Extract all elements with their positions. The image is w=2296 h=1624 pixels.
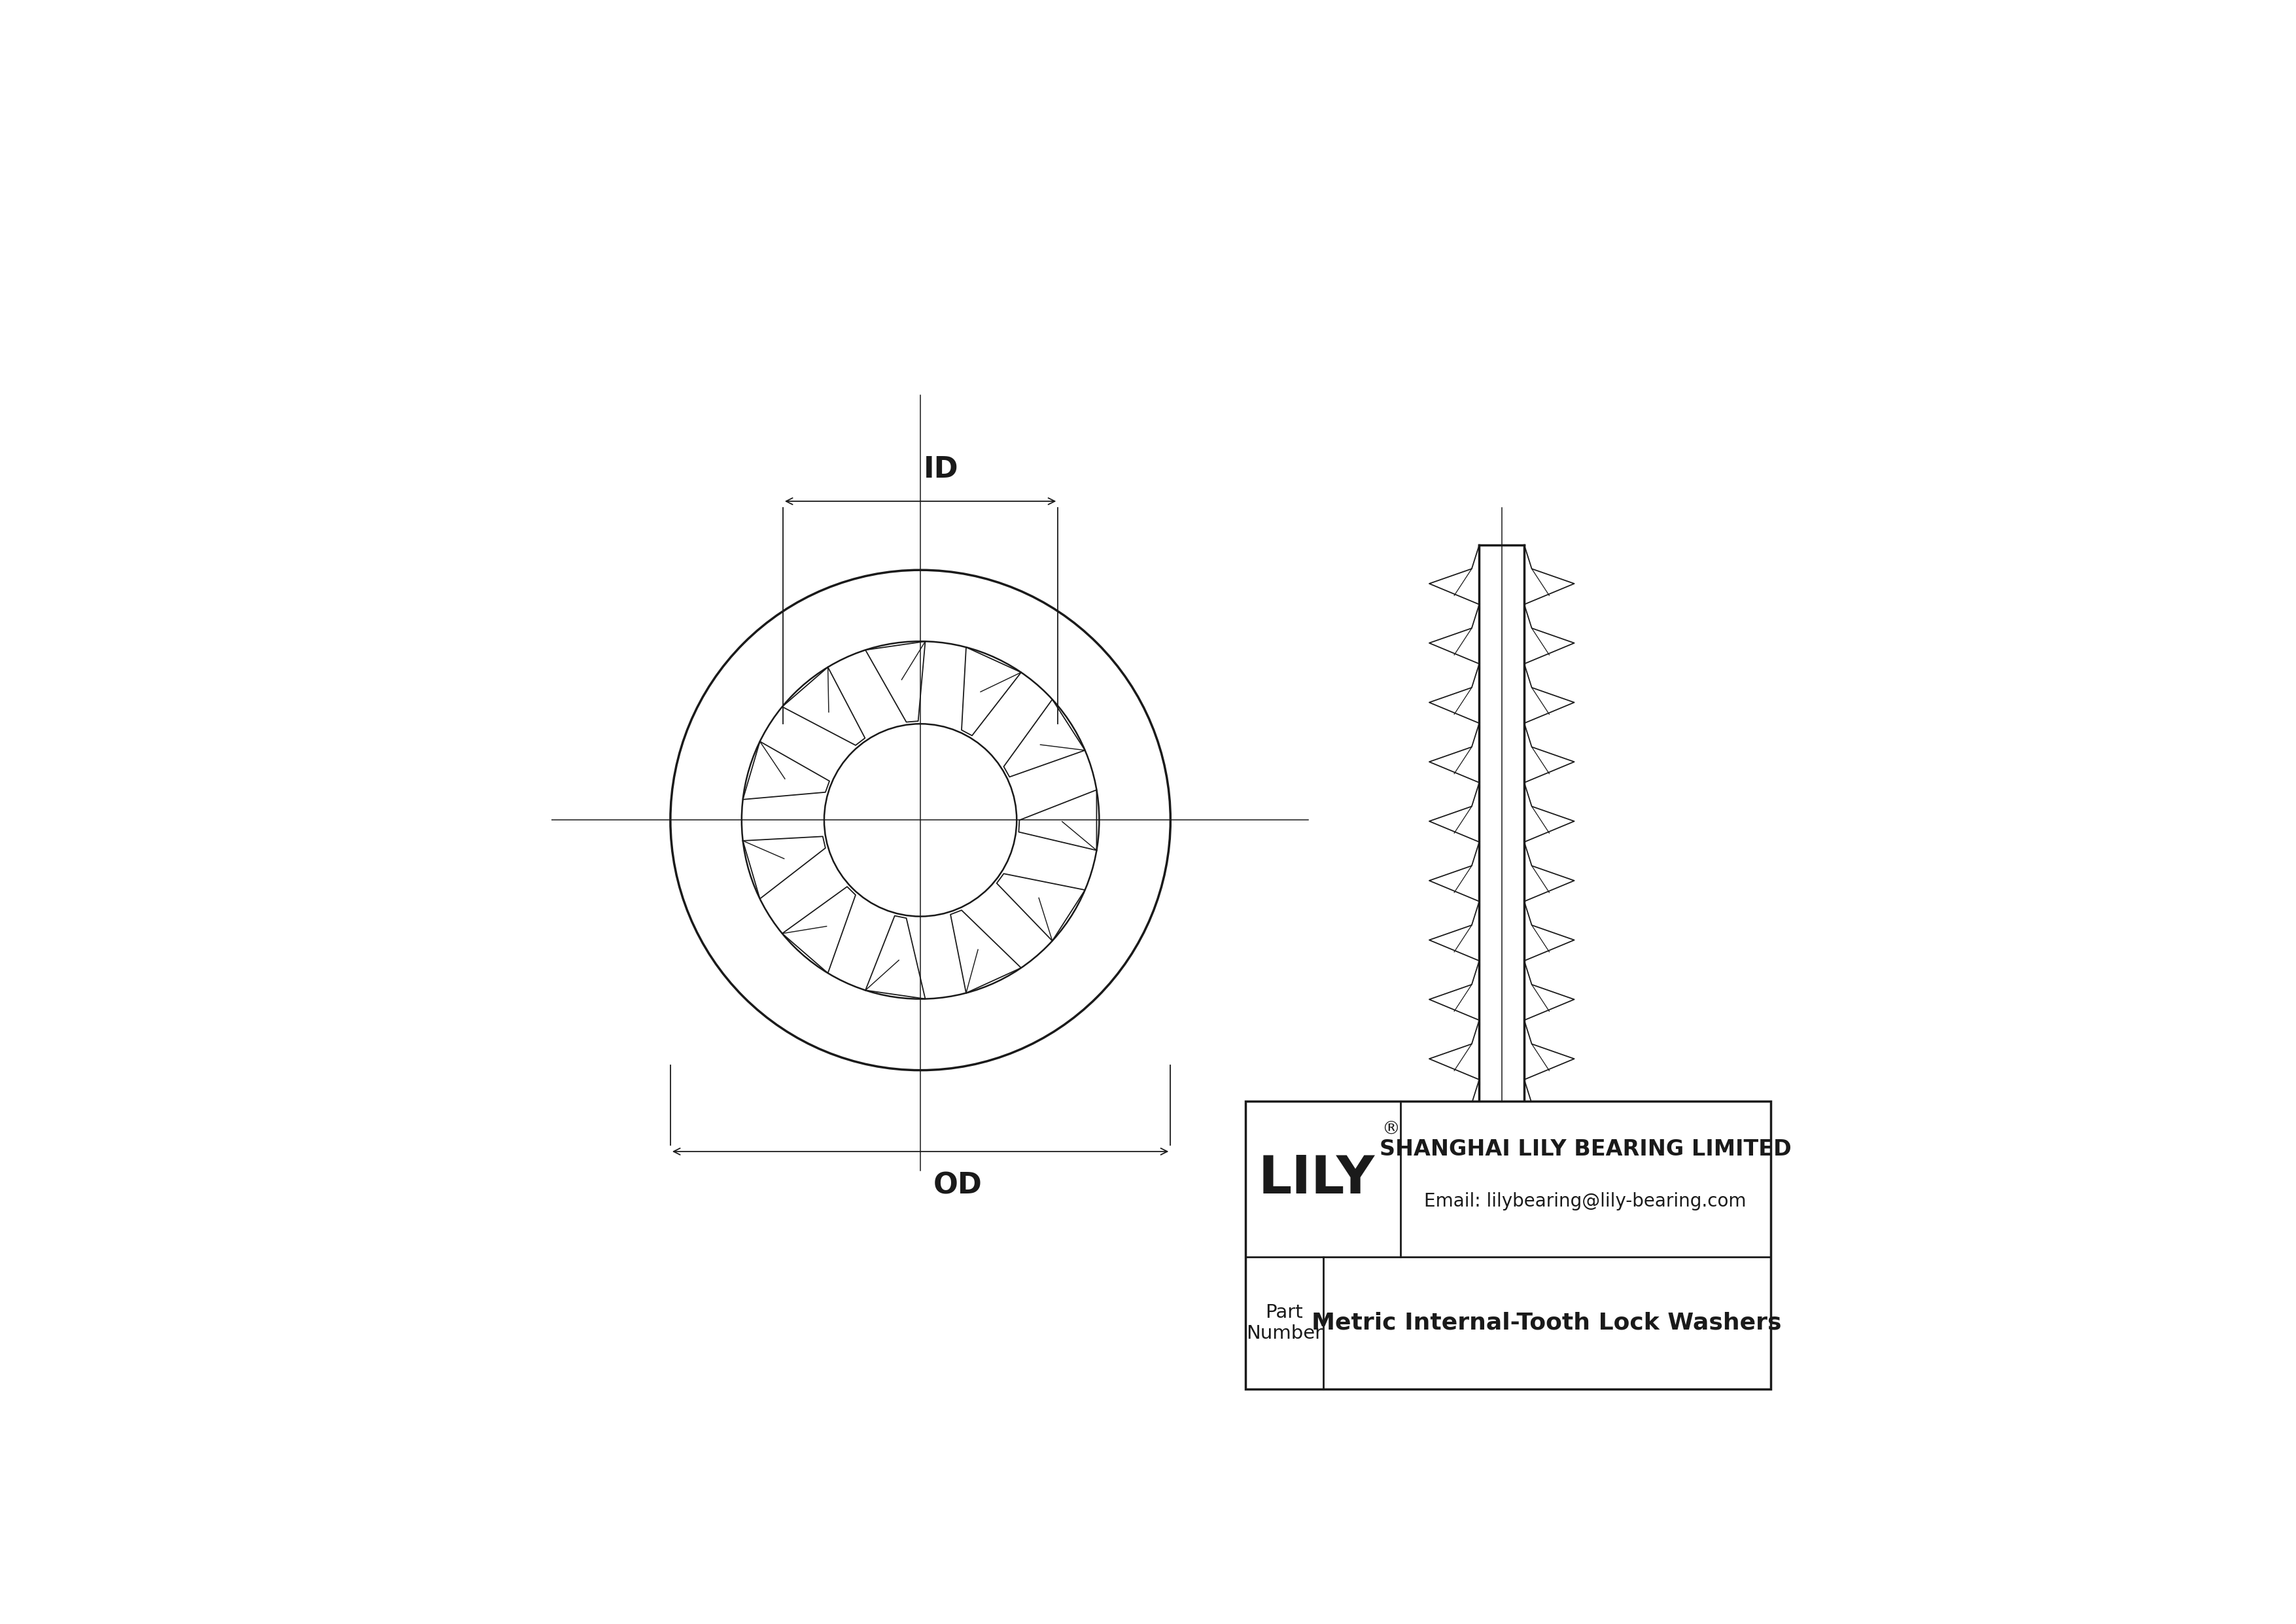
Text: SHANGHAI LILY BEARING LIMITED: SHANGHAI LILY BEARING LIMITED bbox=[1380, 1138, 1791, 1160]
Text: Metric Internal-Tooth Lock Washers: Metric Internal-Tooth Lock Washers bbox=[1311, 1312, 1782, 1333]
Text: T: T bbox=[1619, 1194, 1637, 1221]
Text: ID: ID bbox=[923, 456, 960, 484]
Text: OD: OD bbox=[934, 1171, 983, 1200]
Bar bbox=[1244, 1101, 1770, 1389]
Text: Email: lilybearing@lily-bearing.com: Email: lilybearing@lily-bearing.com bbox=[1424, 1192, 1747, 1212]
Text: LILY: LILY bbox=[1258, 1153, 1375, 1205]
Text: Part
Number: Part Number bbox=[1247, 1302, 1322, 1343]
Text: ®: ® bbox=[1382, 1121, 1401, 1138]
